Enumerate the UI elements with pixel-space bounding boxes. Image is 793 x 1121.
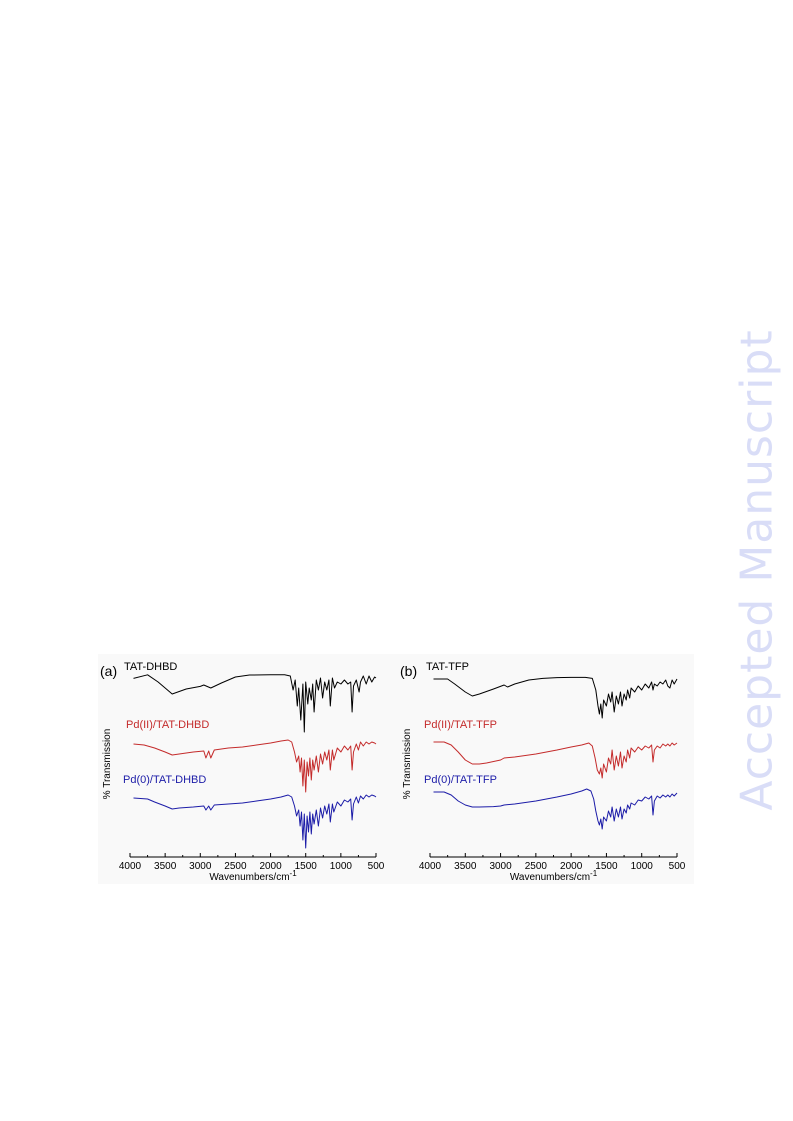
series-label: Pd(0)/TAT-DHBD — [123, 774, 206, 786]
series-label: Pd(0)/TAT-TFP — [424, 774, 497, 786]
series-label: TAT-DHBD — [124, 661, 177, 673]
x-axis-label: Wavenumbers/cm-1 — [510, 869, 598, 883]
x-tick-label: 3000 — [189, 861, 212, 872]
x-tick-label: 2000 — [560, 861, 583, 872]
x-tick-label: 1000 — [330, 861, 353, 872]
series-label: TAT-TFP — [426, 661, 469, 673]
x-tick-label: 500 — [368, 861, 385, 872]
x-axis-label: Wavenumbers/cm-1 — [209, 869, 297, 883]
figure-container: (a) % Transmission 4000 3500 3000 2500 2000 150… — [98, 654, 694, 884]
x-tick-label: 1000 — [631, 861, 654, 872]
series-line-1 — [433, 676, 678, 719]
series-line-1 — [133, 674, 377, 733]
series-line-2 — [133, 739, 377, 793]
x-tick-label: 500 — [669, 861, 686, 872]
chart-panel-a: (a) % Transmission 4000 3500 3000 2500 2000 150… — [100, 661, 385, 883]
chart-panel-b: (b) % Transmission 4000 3500 3000 2500 2000 150… — [400, 661, 686, 883]
x-tick-label: 4000 — [419, 861, 442, 872]
series-line-2 — [433, 741, 678, 779]
panel-label: (b) — [400, 663, 417, 679]
x-tick-label: 2500 — [525, 861, 548, 872]
x-tick-label: 3500 — [154, 861, 177, 872]
panel-label: (a) — [100, 663, 117, 679]
watermark-text: Accepted Manuscript — [731, 329, 783, 811]
x-tick-label: 1500 — [595, 861, 618, 872]
x-tick-label: 3500 — [454, 861, 477, 872]
series-line-3 — [133, 794, 377, 849]
x-tick-label: 1500 — [295, 861, 318, 872]
y-axis-label: % Transmission — [102, 729, 113, 800]
series-line-3 — [433, 788, 678, 830]
x-tick-label: 2000 — [259, 861, 282, 872]
x-tick-label: 4000 — [119, 861, 142, 872]
ftir-spectra-figure: (a) % Transmission 4000 3500 3000 2500 2000 150… — [100, 661, 686, 883]
series-label: Pd(II)/TAT-TFP — [424, 719, 497, 731]
x-tick-label: 2500 — [224, 861, 247, 872]
series-label: Pd(II)/TAT-DHBD — [126, 719, 209, 731]
y-axis-label: % Transmission — [402, 729, 413, 800]
x-tick-label: 3000 — [489, 861, 512, 872]
